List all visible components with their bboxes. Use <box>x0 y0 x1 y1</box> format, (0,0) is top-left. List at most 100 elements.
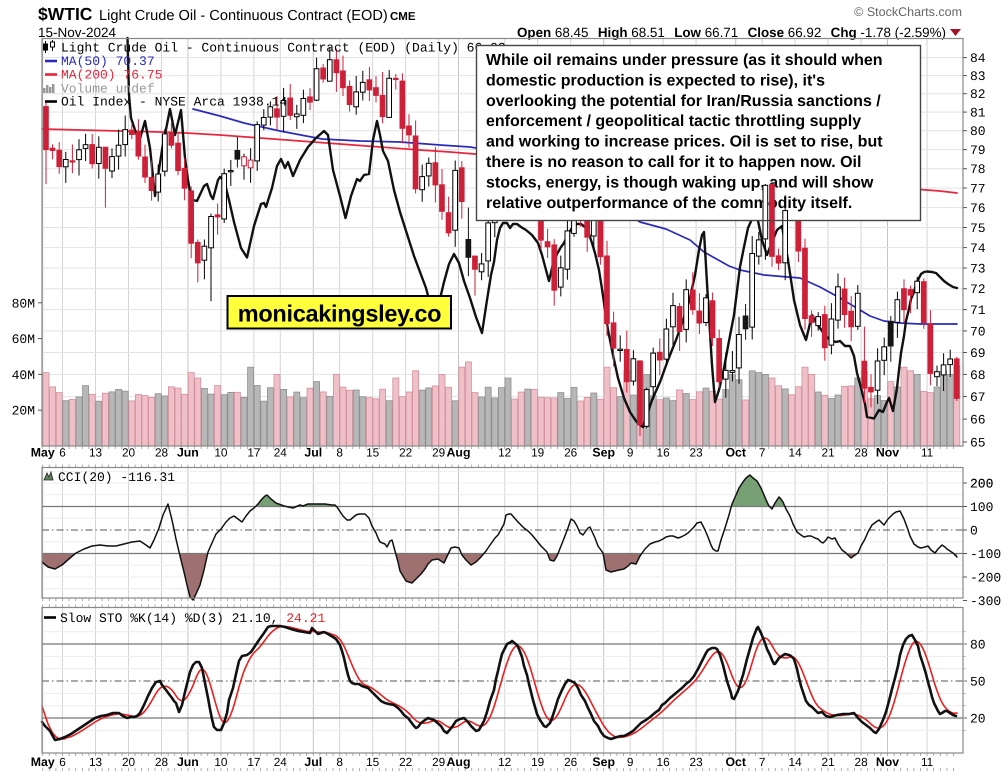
svg-text:Aug: Aug <box>447 446 471 460</box>
svg-text:20: 20 <box>970 712 986 727</box>
svg-text:15: 15 <box>366 446 380 460</box>
svg-text:Oct: Oct <box>725 446 746 460</box>
svg-text:relative outperformance of the: relative outperformance of the commodity… <box>486 195 852 212</box>
svg-text:77: 77 <box>970 182 986 197</box>
svg-text:50: 50 <box>970 675 986 690</box>
svg-text:10: 10 <box>214 755 228 769</box>
svg-text:20M: 20M <box>12 404 35 419</box>
svg-text:20: 20 <box>122 446 136 460</box>
svg-text:19: 19 <box>531 446 544 460</box>
svg-text:28: 28 <box>855 755 869 769</box>
svg-text:66: 66 <box>970 413 986 428</box>
svg-text:7: 7 <box>759 755 766 769</box>
svg-text:May: May <box>31 755 55 769</box>
svg-text:21: 21 <box>822 446 835 460</box>
svg-text:Nov: Nov <box>876 446 899 460</box>
svg-text:65: 65 <box>970 435 986 450</box>
svg-text:76: 76 <box>970 201 986 216</box>
svg-text:Light Crude Oil - Continuous C: Light Crude Oil - Continuous Contract (E… <box>61 41 506 56</box>
svg-text:13: 13 <box>89 755 103 769</box>
svg-text:19: 19 <box>531 755 544 769</box>
svg-text:74: 74 <box>970 241 986 256</box>
svg-text:80M: 80M <box>12 296 35 311</box>
svg-text:73: 73 <box>970 261 986 276</box>
svg-text:CME: CME <box>390 11 416 23</box>
svg-text:Slow STO %K(14) %D(3) 21.10, 2: Slow STO %K(14) %D(3) 21.10, 24.21 <box>60 611 325 626</box>
svg-text:21: 21 <box>822 755 835 769</box>
svg-text:28: 28 <box>855 446 869 460</box>
svg-text:81: 81 <box>970 106 986 121</box>
svg-text:Jul: Jul <box>304 755 322 769</box>
svg-text:67: 67 <box>970 390 986 405</box>
svg-text:May: May <box>31 446 55 460</box>
svg-text:40M: 40M <box>12 368 35 383</box>
svg-text:11: 11 <box>921 446 933 460</box>
svg-text:Oil Index - NYSE Arca 1938.14: Oil Index - NYSE Arca 1938.14 <box>61 95 287 110</box>
svg-text:Sep: Sep <box>592 755 615 769</box>
svg-text:Oct: Oct <box>725 755 746 769</box>
svg-text:-300: -300 <box>970 594 1001 609</box>
svg-text:Jun: Jun <box>177 446 199 460</box>
svg-text:17: 17 <box>247 446 260 460</box>
svg-text:8: 8 <box>336 446 343 460</box>
svg-text:24: 24 <box>274 755 288 769</box>
svg-text:75: 75 <box>970 221 986 236</box>
svg-text:28: 28 <box>155 446 169 460</box>
svg-text:Aug: Aug <box>447 755 471 769</box>
svg-text:enforcement / geopolitical tac: enforcement / geopolitical tactic thrott… <box>486 113 861 130</box>
svg-text:26: 26 <box>564 446 578 460</box>
svg-text:Jul: Jul <box>304 446 322 460</box>
svg-text:-200: -200 <box>970 571 1001 586</box>
svg-text:Light Crude Oil - Continuous C: Light Crude Oil - Continuous Contract (E… <box>99 8 388 24</box>
svg-text:7: 7 <box>759 446 766 460</box>
svg-text:overlooking the potential for: overlooking the potential for Iran/Russi… <box>486 93 881 110</box>
svg-text:28: 28 <box>155 755 169 769</box>
svg-text:9: 9 <box>627 755 634 769</box>
svg-text:-100: -100 <box>970 547 1001 562</box>
svg-text:16: 16 <box>657 755 671 769</box>
svg-text:68: 68 <box>970 368 986 383</box>
svg-text:23: 23 <box>690 446 704 460</box>
svg-text:12: 12 <box>498 755 511 769</box>
svg-text:16: 16 <box>657 446 671 460</box>
svg-text:there is no reason to call for: there is no reason to call for it to hap… <box>486 154 861 171</box>
svg-text:14: 14 <box>789 446 803 460</box>
svg-text:9: 9 <box>627 446 634 460</box>
svg-text:15: 15 <box>366 755 380 769</box>
svg-text:72: 72 <box>970 282 986 297</box>
svg-text:200: 200 <box>970 477 993 492</box>
svg-text:70: 70 <box>970 324 986 339</box>
svg-text:stocks, energy, is though waki: stocks, energy, is though waking up, and… <box>486 174 874 191</box>
svg-text:80: 80 <box>970 124 986 139</box>
svg-text:24: 24 <box>274 446 288 460</box>
svg-text:domestic production is expecte: domestic production is expected to rise)… <box>486 72 825 89</box>
svg-text:29: 29 <box>432 446 445 460</box>
svg-text:and working to increase prices: and working to increase prices. Oil is s… <box>486 134 883 151</box>
svg-text:79: 79 <box>970 143 986 158</box>
svg-text:60M: 60M <box>12 332 35 347</box>
svg-text:26: 26 <box>564 755 578 769</box>
svg-text:22: 22 <box>399 446 412 460</box>
svg-text:Open 68.45 High 68.51 Low 66: Open 68.45 High 68.51 Low 66.71 Close 66… <box>517 25 946 40</box>
svg-text:6: 6 <box>59 755 66 769</box>
svg-text:17: 17 <box>247 755 260 769</box>
svg-text:Volume undef: Volume undef <box>61 82 155 97</box>
svg-text:monicakingsley.co: monicakingsley.co <box>238 301 441 327</box>
svg-text:82: 82 <box>970 87 986 102</box>
svg-text:While oil remains under pressu: While oil remains under pressure (as it … <box>486 52 883 69</box>
svg-text:84: 84 <box>970 51 986 66</box>
svg-text:8: 8 <box>336 755 343 769</box>
svg-text:200: 200 <box>970 477 993 492</box>
svg-text:14: 14 <box>789 755 803 769</box>
svg-text:0: 0 <box>970 524 978 539</box>
svg-text:71: 71 <box>970 303 986 318</box>
svg-text:15-Nov-2024: 15-Nov-2024 <box>38 25 117 40</box>
svg-text:Nov: Nov <box>876 755 899 769</box>
svg-text:29: 29 <box>432 755 445 769</box>
svg-text:11: 11 <box>921 755 933 769</box>
svg-text:MA(200) 76.75: MA(200) 76.75 <box>61 68 162 83</box>
svg-text:6: 6 <box>59 446 66 460</box>
svg-text:100: 100 <box>970 500 993 515</box>
svg-text:Jun: Jun <box>177 755 199 769</box>
svg-text:Sep: Sep <box>592 446 615 460</box>
